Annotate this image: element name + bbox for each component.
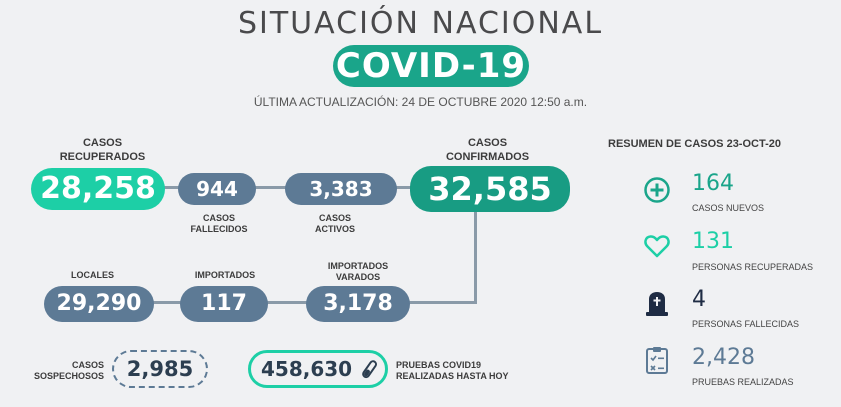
activos-label: CASOS ACTIVOS [300, 213, 370, 235]
fallecidos-value: 944 [178, 173, 256, 205]
varados-label-line-1: IMPORTADOS [327, 261, 389, 271]
recuperados-label: CASOS RECUPERADOS [40, 136, 165, 164]
pruebas-value: 458,630 [261, 357, 353, 381]
varados-value: 3,178 [306, 286, 410, 322]
locales-value: 29,290 [44, 286, 154, 322]
summary-pruebas-value: 2,428 [692, 345, 755, 370]
covid-badge: COVID-19 [333, 45, 529, 87]
clipboard-icon [646, 347, 668, 374]
pruebas-label: PRUEBAS COVID19 REALIZADAS HASTA HOY [396, 360, 536, 382]
sospechosos-label-line-1: CASOS [71, 360, 104, 370]
pruebas-box: 458,630 [248, 350, 388, 388]
plus-circle-icon [644, 177, 670, 203]
recuperados-value: 28,258 [31, 168, 165, 210]
confirmados-value: 32,585 [410, 166, 570, 212]
varados-label: IMPORTADOS VARADOS [312, 261, 404, 283]
recuperados-label-line-2: RECUPERADOS [59, 151, 146, 163]
confirmados-label-line-2: CONFIRMADOS [445, 151, 530, 163]
recuperados-label-line-1: CASOS [82, 137, 123, 149]
summary-recuperadas-value: 131 [692, 229, 734, 254]
fallecidos-label-line-2: FALLECIDOS [190, 224, 248, 234]
fallecidos-label-line-1: CASOS [202, 213, 235, 223]
summary-nuevos-caption: CASOS NUEVOS [692, 203, 765, 213]
locales-label: LOCALES [70, 270, 114, 280]
fallecidos-label: CASOS FALLECIDOS [178, 213, 260, 235]
tombstone-icon [646, 292, 668, 316]
pruebas-label-line-1: PRUEBAS COVID19 [396, 360, 482, 370]
confirmados-label-line-1: CASOS [467, 137, 508, 149]
last-updated: ÚLTIMA ACTUALIZACIÓN: 24 DE OCTUBRE 2020… [253, 95, 588, 109]
sospechosos-label: CASOS SOSPECHOSOS [18, 360, 104, 382]
summary-fallecidas-caption: PERSONAS FALLECIDAS [692, 319, 800, 329]
confirmados-label: CASOS CONFIRMADOS [420, 136, 555, 164]
importados-label: IMPORTADOS [194, 270, 256, 280]
sospechosos-label-line-2: SOSPECHOSOS [33, 371, 104, 381]
summary-pruebas-caption: PRUEBAS REALIZADAS [692, 377, 794, 387]
summary-fallecidas-value: 4 [692, 287, 706, 312]
connector-line [474, 210, 477, 303]
activos-label-line-1: CASOS [318, 213, 351, 223]
test-tube-icon [362, 360, 378, 379]
sospechosos-value: 2,985 [112, 350, 208, 388]
summary-recuperadas-caption: PERSONAS RECUPERADAS [692, 262, 814, 272]
activos-label-line-2: ACTIVOS [314, 224, 355, 234]
summary-title: RESUMEN DE CASOS 23-OCT-20 [608, 138, 781, 150]
importados-value: 117 [180, 286, 268, 322]
activos-value: 3,383 [285, 173, 397, 205]
heart-icon [644, 235, 670, 258]
varados-label-line-2: VARADOS [335, 272, 381, 282]
page-title: SITUACIÓN NACIONAL [237, 6, 604, 41]
pruebas-label-line-2: REALIZADAS HASTA HOY [396, 371, 509, 381]
summary-nuevos-value: 164 [692, 171, 734, 196]
